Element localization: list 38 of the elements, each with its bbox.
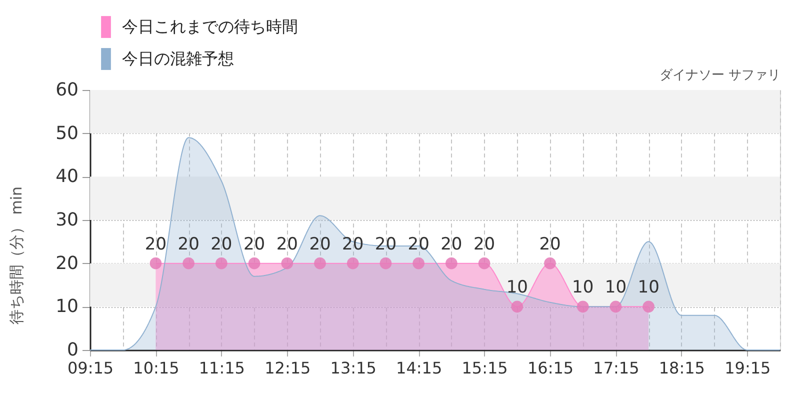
data-label: 10 — [604, 278, 627, 298]
y-tick-label: 30 — [56, 210, 78, 230]
data-label: 20 — [243, 234, 266, 254]
x-tick-label: 10:15 — [133, 358, 180, 378]
data-label: 20 — [342, 234, 364, 254]
y-tick-label: 10 — [56, 296, 78, 318]
y-tick-label: 40 — [56, 166, 78, 188]
x-tick-label: 17:15 — [593, 358, 640, 378]
x-tick-label: 18:15 — [658, 358, 705, 378]
x-tick-label: 15:15 — [462, 358, 508, 378]
chart-title: ダイナソー サファリ — [659, 68, 780, 83]
data-label: 20 — [408, 234, 430, 254]
data-label: 20 — [309, 234, 331, 254]
data-label: 20 — [178, 234, 200, 254]
y-tick-label: 50 — [56, 122, 78, 144]
y-tick-label: 20 — [56, 252, 78, 274]
x-tick-label: 19:15 — [724, 358, 771, 378]
data-label: 20 — [144, 234, 167, 254]
x-tick-label: 11:15 — [198, 358, 245, 378]
data-label: 20 — [276, 234, 298, 254]
data-label: 20 — [210, 234, 232, 254]
x-tick-label: 13:15 — [330, 358, 376, 378]
data-label: 20 — [473, 234, 496, 254]
legend-label: 今日の混雑予想 — [122, 49, 234, 68]
data-label: 10 — [638, 278, 660, 298]
legend-label: 今日これまでの待ち時間 — [122, 17, 298, 36]
x-tick-label: 09:15 — [67, 358, 114, 378]
data-label: 20 — [374, 234, 397, 254]
x-tick-label: 16:15 — [527, 358, 574, 378]
data-label: 20 — [539, 234, 561, 254]
data-label: 10 — [506, 278, 528, 298]
y-tick-label: 0 — [67, 340, 78, 360]
y-axis-title: 待ち時間（分） min — [8, 186, 26, 325]
data-label: 10 — [572, 278, 594, 298]
y-tick-label: 60 — [56, 80, 78, 100]
data-label: 20 — [440, 234, 462, 254]
x-tick-label: 12:15 — [264, 358, 311, 378]
x-tick-label: 14:15 — [396, 358, 442, 378]
